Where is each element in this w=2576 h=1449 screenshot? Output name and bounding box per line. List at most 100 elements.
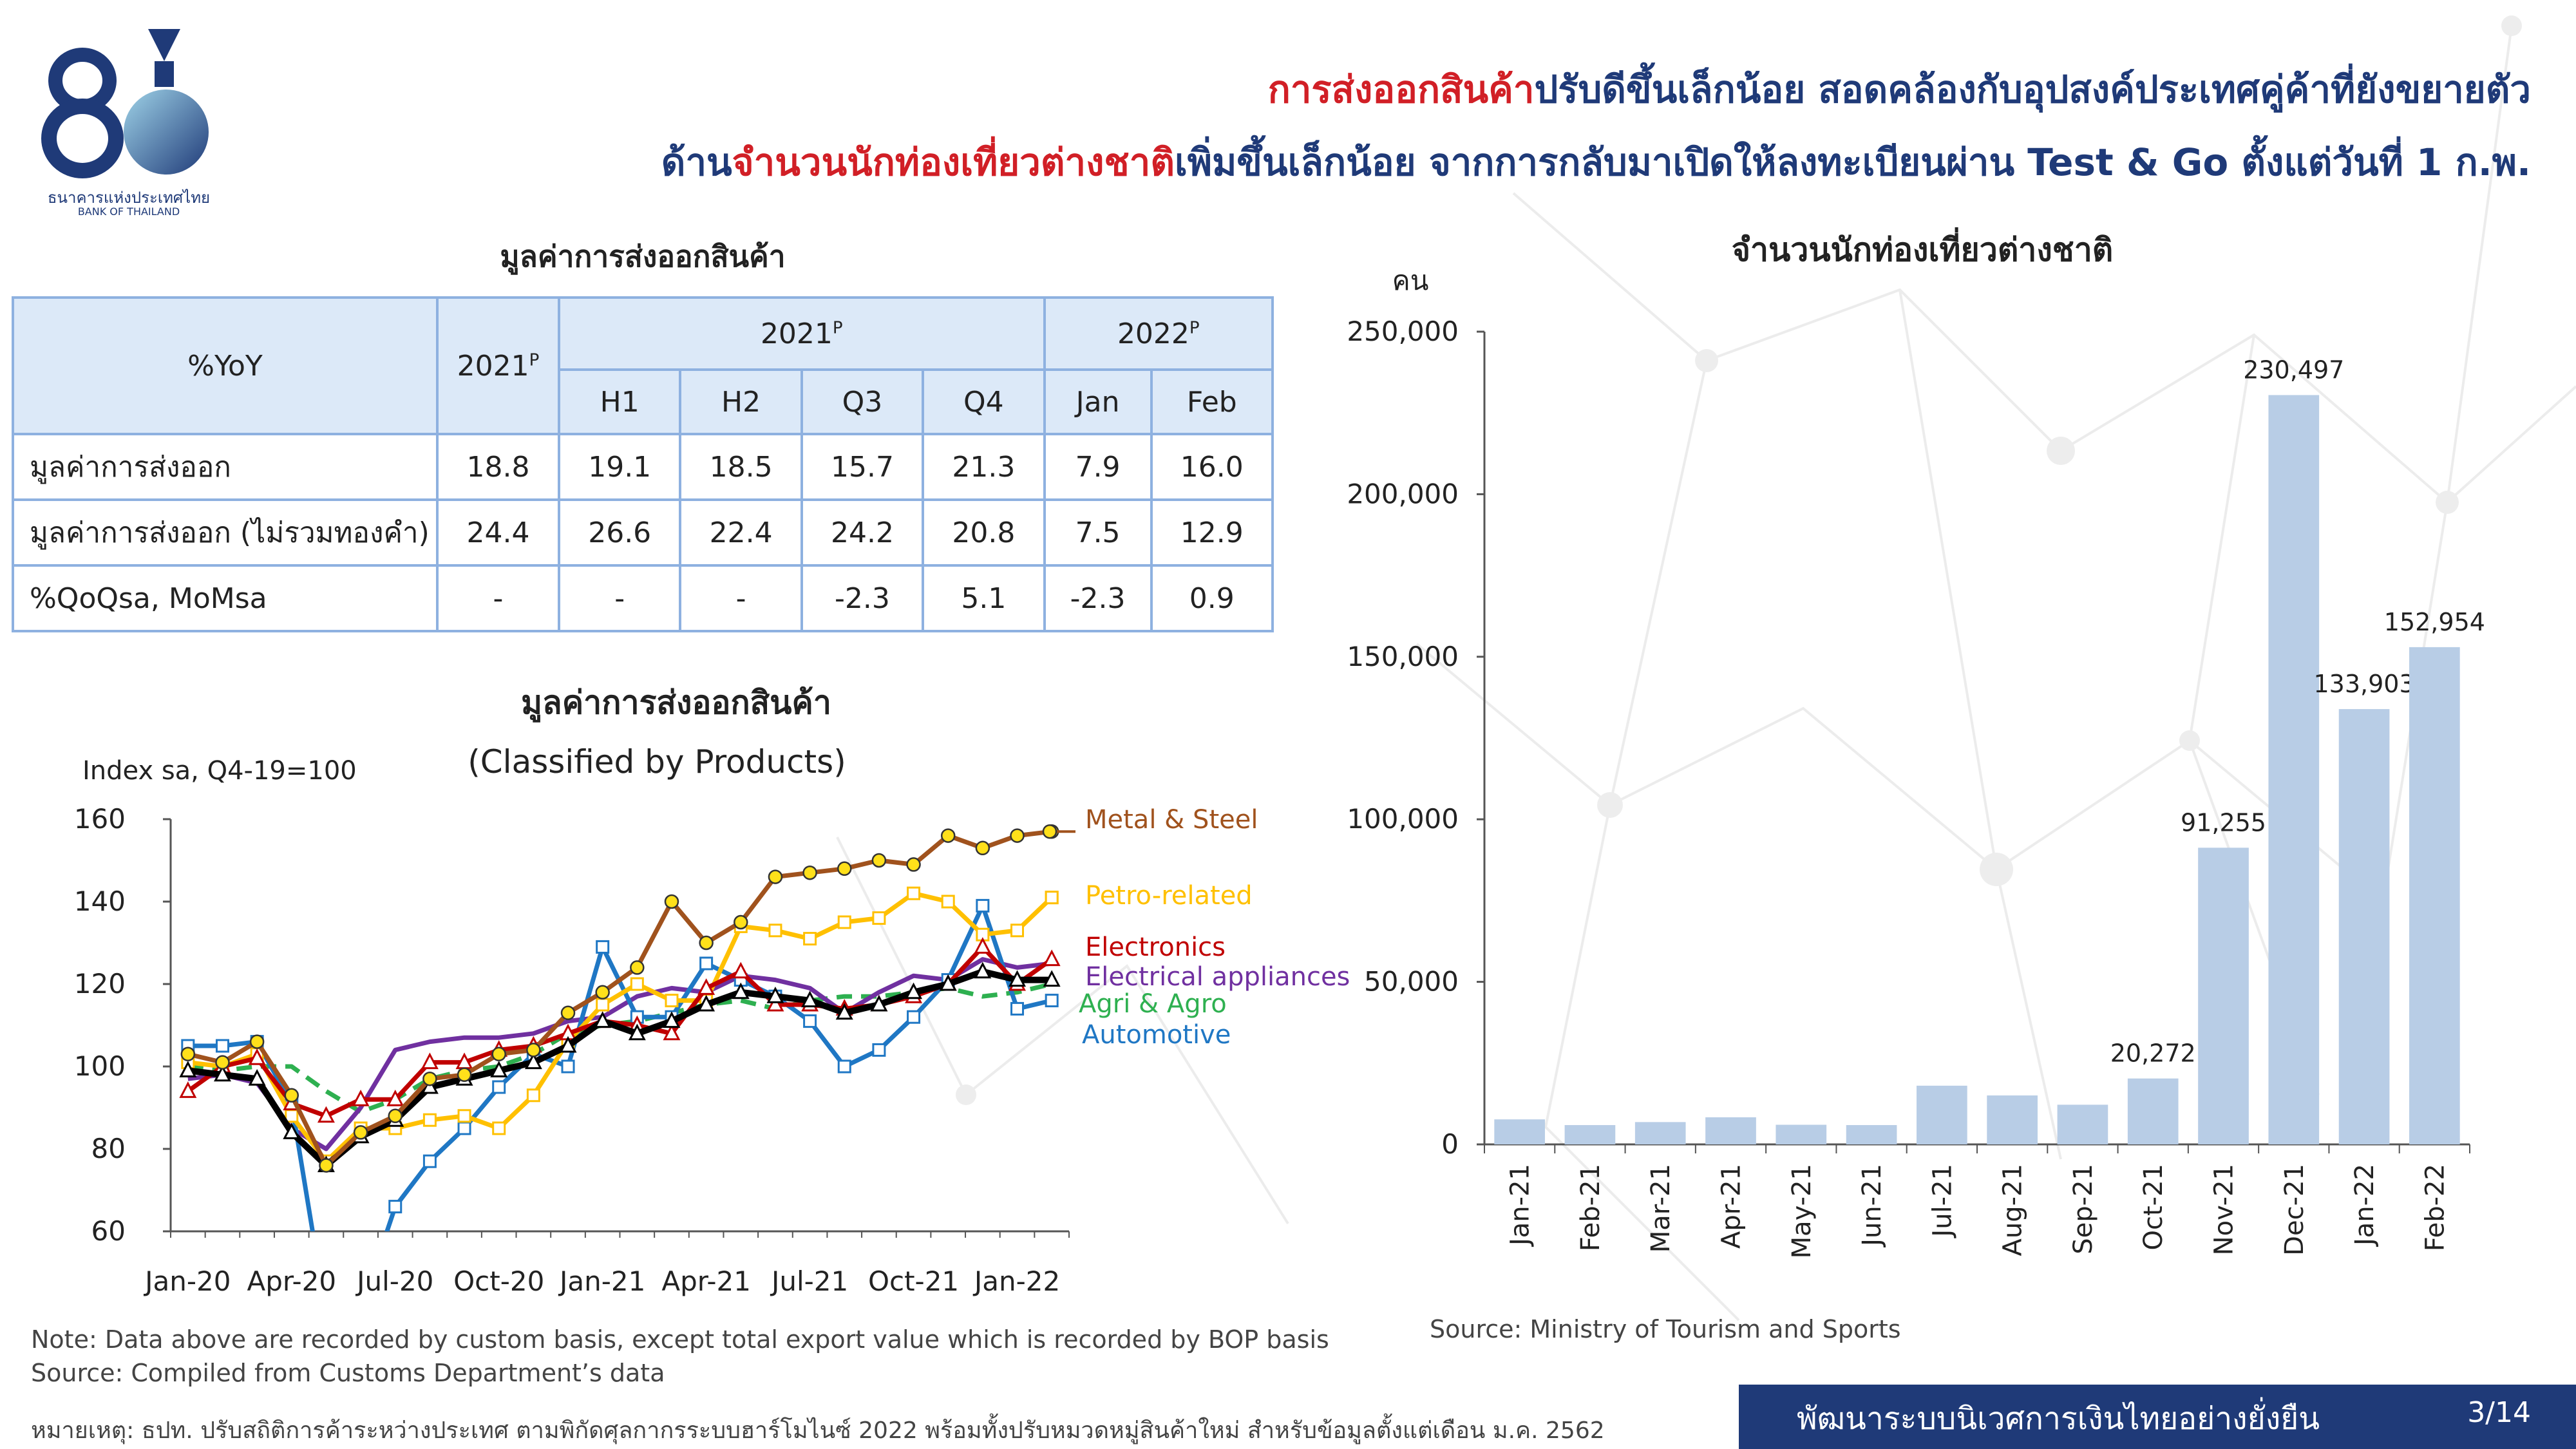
table-cell: 7.9 (1043, 433, 1153, 501)
data-point (179, 1061, 197, 1077)
data-point (766, 994, 784, 1012)
table-cell: -2.3 (800, 564, 925, 632)
data-label: 133,903 (2314, 670, 2415, 698)
series-line (186, 944, 1054, 1119)
table-cell: 24.4 (436, 498, 560, 567)
table-cell: 5.1 (922, 564, 1046, 632)
data-point (526, 1043, 541, 1057)
bar-chart-title: จำนวนนักท่องเที่ยวต่างชาติ (1732, 227, 2114, 269)
data-point (1010, 828, 1025, 843)
data-label: 152,954 (2384, 608, 2485, 636)
right-source: Source: Ministry of Tourism and Sports (1430, 1315, 1901, 1343)
data-point (837, 861, 852, 876)
line-chart-title: มูลค่าการส่งออกสินค้า (521, 684, 831, 723)
data-point (248, 1068, 266, 1086)
data-point (422, 1113, 437, 1127)
data-point (457, 1109, 471, 1123)
legend-label: Electrical appliances (1085, 962, 1350, 992)
line-chart-subtitle: (Classified by Products) (468, 743, 846, 781)
table-subheader: Q3 (800, 368, 925, 435)
data-point (803, 1014, 817, 1028)
data-point (422, 1071, 437, 1086)
x-tick-label: Aug-21 (1998, 1164, 2028, 1256)
x-tick-label: Jan-22 (972, 1265, 1060, 1297)
data-point (596, 940, 610, 954)
logo-name-th: ธนาคารแห่งประเทศไทย (47, 189, 211, 207)
bar (1564, 1125, 1616, 1144)
data-point (732, 982, 750, 999)
data-point (284, 1088, 299, 1103)
logo-name-en: BANK OF THAILAND (77, 205, 180, 218)
x-tick-label: Sep-21 (2069, 1164, 2098, 1255)
data-point (492, 1080, 506, 1094)
series-automotive (181, 898, 1059, 1314)
logo-80-icon (41, 29, 209, 178)
data-point (871, 853, 887, 868)
data-point (665, 994, 679, 1008)
table-cell: 16.0 (1150, 433, 1274, 501)
data-point (974, 937, 992, 954)
data-point (734, 914, 748, 930)
x-tick-label: Oct-20 (453, 1265, 544, 1297)
data-point (492, 1121, 506, 1135)
series-electrical-appliances (187, 957, 1052, 1151)
table-header-2021: 2021P (436, 296, 560, 435)
data-point (355, 1304, 366, 1314)
data-point (630, 960, 645, 975)
data-point (595, 985, 610, 1000)
series-line (187, 968, 1052, 1169)
data-point (319, 1158, 334, 1173)
legend-marker (1042, 824, 1057, 839)
data-point (699, 956, 714, 971)
table-header-group-2021: 2021P (558, 296, 1046, 371)
x-tick-label: Jan-20 (143, 1265, 231, 1297)
x-tick-label: Nov-21 (2210, 1164, 2239, 1255)
bar (1917, 1085, 1967, 1144)
table-row-label: มูลค่าการส่งออก (12, 433, 439, 501)
x-tick-label: Oct-21 (2139, 1164, 2168, 1251)
data-point (768, 869, 783, 884)
table-row: มูลค่าการส่งออก 18.8 19.1 18.5 15.7 21.3… (12, 433, 1274, 501)
line-chart-series (179, 824, 1061, 1314)
data-label: 230,497 (2243, 355, 2344, 384)
data-point (940, 828, 956, 843)
table-cell: -2.3 (1043, 564, 1153, 632)
x-tick-label: Mar-21 (1646, 1164, 1676, 1253)
line-chart-ylabel: Index sa, Q4-19=100 (82, 756, 357, 786)
data-point (457, 1121, 471, 1135)
table-subheader: Q4 (922, 368, 1046, 435)
series-metal-steel (180, 824, 1059, 1173)
data-label: 91,255 (2181, 808, 2266, 837)
headline-2-highlight: จำนวนนักท่องเที่ยวต่างชาติ (732, 140, 1175, 184)
data-point (214, 1065, 231, 1082)
x-tick-label: Oct-21 (868, 1265, 959, 1297)
data-point (283, 1122, 301, 1139)
data-point (907, 1010, 921, 1024)
x-tick-label: Feb-22 (2420, 1164, 2450, 1251)
bank-of-thailand-logo: ธนาคารแห่งประเทศไทย BANK OF THAILAND (26, 16, 232, 222)
footer-bar (1739, 1385, 2576, 1449)
data-point (872, 1043, 886, 1057)
table-cell: 24.2 (800, 498, 925, 567)
data-point (285, 1109, 299, 1123)
x-tick-label: Apr-21 (1717, 1164, 1747, 1249)
y-tick-label: 160 (74, 803, 126, 835)
data-point (906, 857, 921, 872)
data-label: 20,272 (2110, 1039, 2196, 1068)
data-point (491, 1046, 506, 1062)
x-tick-label: Apr-21 (661, 1265, 751, 1297)
data-point (179, 1081, 197, 1098)
line-chart-legend: Metal & Steel Petro-related ElectronicsEle… (1042, 805, 1350, 1050)
table-subheader: H1 (557, 368, 682, 435)
y-tick-label: 100,000 (1347, 803, 1459, 835)
data-point (1010, 1001, 1025, 1016)
x-tick-label: Jul-20 (355, 1265, 433, 1297)
y-tick-label: 60 (91, 1215, 126, 1247)
bar (2127, 1078, 2179, 1144)
data-point (422, 1154, 437, 1168)
y-tick-label: 150,000 (1347, 641, 1459, 672)
table-cell: 18.5 (679, 433, 803, 501)
table-cell: 0.9 (1150, 564, 1274, 632)
data-point (663, 1023, 681, 1041)
data-point (388, 1200, 402, 1214)
